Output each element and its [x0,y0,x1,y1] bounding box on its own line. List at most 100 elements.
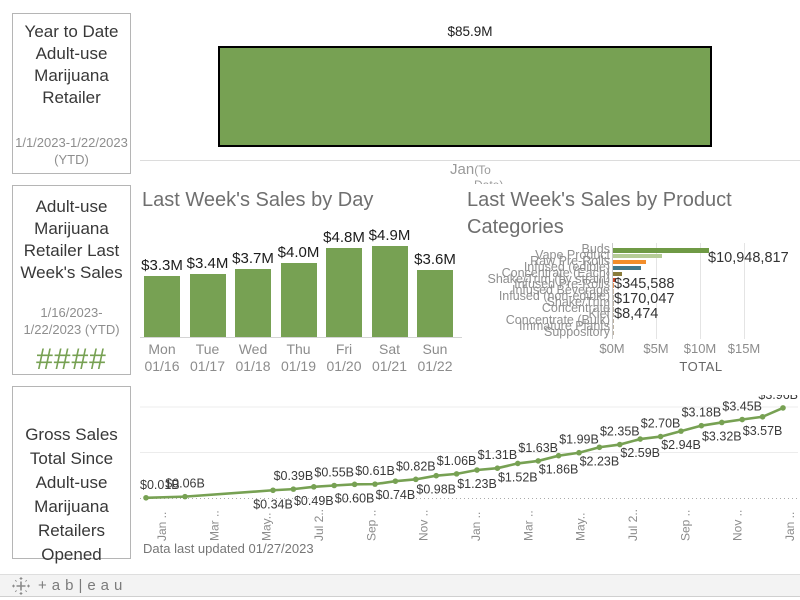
axis-qualifier-2: Date) [474,179,540,184]
box-title: Adult-use Marijuana Retailer Last Week's Sa… [20,197,123,282]
line-point[interactable] [637,436,643,442]
chart-title: Last Week's Sales by Product Categories [467,189,732,238]
line-point[interactable] [515,460,521,467]
gross-sales-line [145,406,784,500]
line-value-label: $1.86B [539,463,579,477]
category-label: Concentrate [541,301,610,315]
category-bar-Infused Pre-Rolls[interactable] [613,283,615,288]
day-bar-Sat[interactable] [371,246,408,337]
category-label: Raw Pre-Rolls [530,253,610,268]
line-point[interactable] [759,413,766,420]
x-tick-label: Mar .. [207,510,221,541]
box-subtitle: 1/1/2023-1/22/2023 (YTD) [15,135,128,167]
category-value-label: $345,588 [614,276,675,292]
day-bar-value-label: $3.7M [232,249,274,267]
line-point[interactable] [555,452,562,459]
line-point[interactable] [453,471,460,477]
x-tick-label: $10M [683,341,717,356]
day-bar-Thu[interactable] [280,263,317,337]
day-axis-label: Sun 01/22 [417,341,453,374]
ytd-bar[interactable] [218,46,712,147]
day-axis-label: Thu 01/19 [280,341,317,374]
line-point[interactable] [331,482,337,489]
line-point[interactable] [351,481,358,488]
last-week-title-box: Adult-use Marijuana Retailer Last Week's Sa… [12,185,131,375]
line-point[interactable] [372,481,378,487]
day-axis-label: Tue 01/17 [189,341,226,374]
line-point[interactable] [290,486,297,492]
line-value-label: $3.45B [722,400,762,414]
day-bar-Tue[interactable] [189,274,226,337]
category-bar-Vape Product[interactable] [613,253,663,259]
day-axis-label: Fri 01/20 [326,341,362,374]
line-point[interactable] [719,419,725,426]
category-bar-Buds[interactable] [613,248,710,253]
category-bar-Raw Pre-Rolls[interactable] [613,259,646,265]
day-bar-Mon[interactable] [144,275,180,337]
line-value-label: $2.70B [641,417,681,431]
category-label: Shake/Trim [546,295,610,310]
line-point[interactable] [657,433,664,440]
x-tick-label: Nov .. [731,510,745,541]
line-point[interactable] [311,484,317,490]
day-bar-Sun[interactable] [417,270,453,337]
line-point[interactable] [182,493,188,500]
day-axis-label: Mon 01/16 [144,341,180,374]
line-point[interactable] [413,476,419,483]
x-tick-label: Jan .. [155,512,169,541]
line-point[interactable] [270,487,276,494]
day-axis-line [140,337,462,338]
line-point[interactable] [698,422,705,429]
category-bar-Infused Beverage[interactable] [613,289,614,294]
x-tick-label: Jul 2.. [312,509,326,541]
category-bar-Infused (edible)[interactable] [613,265,642,271]
category-bar-Shake/Trim (by strain)[interactable] [613,277,617,283]
line-point[interactable] [535,458,541,464]
box-subtitle: 1/16/2023- 1/22/2023 (YTD) [23,305,120,337]
day-bar-Wed[interactable] [235,268,271,337]
x-tick-label: Jan .. [469,512,483,541]
line-value-label: $1.31B [478,448,518,462]
line-point[interactable] [576,449,582,456]
x-tick-label: Mar .. [521,510,535,541]
line-value-label: $2.59B [620,446,660,460]
x-tick-label: May.. [574,513,588,541]
day-axis-label: Wed 01/18 [235,341,271,374]
ytd-axis-line [140,160,800,161]
tableau-wordmark[interactable]: +ab|eau [38,577,128,594]
day-bar-Fri[interactable] [326,248,362,337]
line-point[interactable] [678,428,684,434]
line-point[interactable] [780,405,786,411]
line-point[interactable] [596,444,603,451]
day-bar-value-label: $3.3M [141,256,183,274]
category-label: Kief [588,306,610,321]
line-point[interactable] [433,472,440,479]
day-bar-value-label: $4.0M [277,244,320,261]
line-point[interactable] [739,416,745,423]
x-tick-label: $5M [643,341,669,356]
line-value-label: $0.01B [140,478,180,492]
day-bar-value-label: $4.8M [323,229,365,247]
category-label: Concentrate (Each) [501,265,610,280]
line-point[interactable] [494,465,501,471]
category-label: Immature Plants [518,318,610,333]
line-point[interactable] [474,467,480,473]
line-value-label: $1.52B [498,470,538,484]
gridline [700,243,701,339]
line-value-label: $2.23B [580,454,620,468]
line-point[interactable] [617,441,623,448]
box-title: Gross Sales Total Since Adult-use Marijuana… [25,425,118,564]
line-value-label: $1.99B [559,433,599,447]
line-value-label: $0.98B [416,483,456,497]
line-point[interactable] [143,494,149,501]
category-label: Infused Beverage [512,283,610,298]
day-axis-label: Sat 01/21 [371,341,408,374]
category-bar-Concentrate (Each)[interactable] [613,271,622,277]
line-point[interactable] [392,478,399,484]
line-value-label: $2.35B [600,425,640,439]
line-value-label: $0.60B [335,491,375,505]
x-tick-label: Sep .. [678,510,692,541]
tableau-logo-icon[interactable] [11,576,31,596]
category-label: Infused (edible) [523,259,610,274]
